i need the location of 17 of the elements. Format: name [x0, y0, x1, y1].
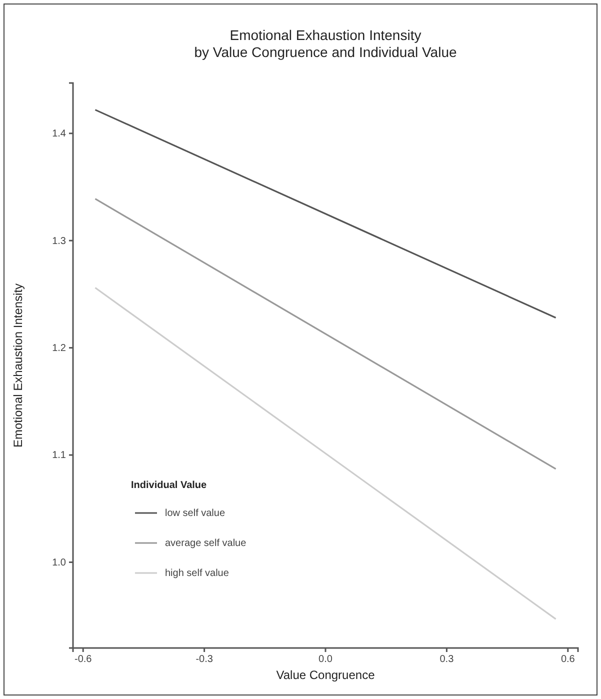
y-tick-label: 1.3 — [52, 236, 66, 247]
chart-title: Emotional Exhaustion Intensity by Value Congruence and Individual Value — [194, 27, 457, 60]
x-tick-label: -0.6 — [74, 654, 92, 666]
legend-label: average self value — [165, 538, 247, 549]
legend-label: high self value — [165, 568, 230, 579]
y-tick-label: 1.2 — [52, 343, 66, 354]
legend-title: Individual Value — [131, 480, 208, 491]
y-tick-label: 1.0 — [52, 557, 66, 568]
x-tick-label: 0.3 — [440, 654, 454, 666]
x-axis-title: Value Congruence — [276, 668, 376, 682]
y-axis-title: Emotional Exhaustion Intensity — [11, 283, 25, 448]
y-tick-label: 1.4 — [52, 128, 66, 140]
x-tick-label: 0.6 — [560, 654, 576, 666]
y-tick-label: 1.1 — [52, 450, 66, 462]
x-tick-label: -0.3 — [196, 654, 214, 666]
legend-label: low self value — [165, 508, 226, 519]
x-tick-label: 0.0 — [318, 654, 333, 666]
